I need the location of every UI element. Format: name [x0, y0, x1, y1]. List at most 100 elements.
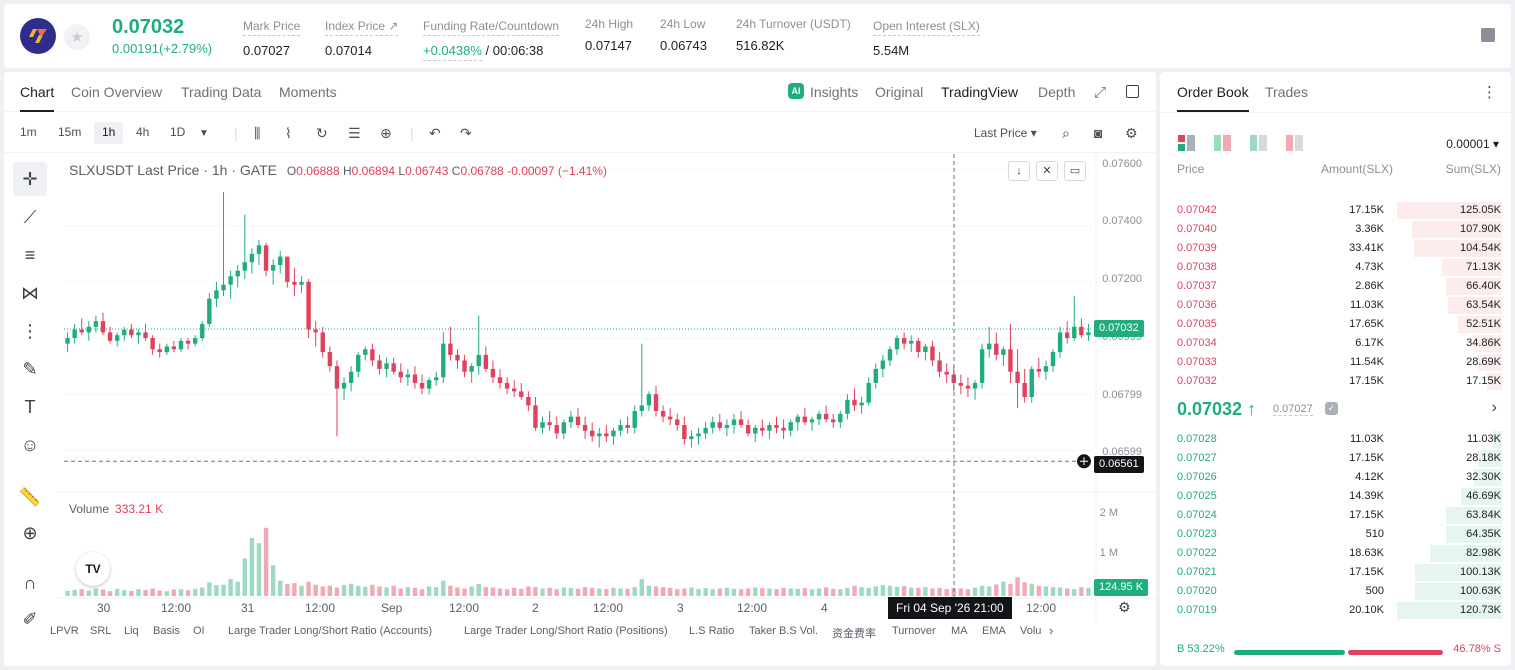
- collapse-icon[interactable]: ✕: [1036, 161, 1058, 181]
- axis-settings-icon[interactable]: ⚙: [1118, 599, 1131, 615]
- bid-row[interactable]: 0.07022 18.63K 82.98K: [1160, 544, 1511, 563]
- bid-row[interactable]: 0.07023 510 64.35K: [1160, 525, 1511, 544]
- replay-icon[interactable]: ↻: [316, 125, 328, 141]
- chevron-right-icon[interactable]: ›: [1049, 623, 1054, 638]
- tab-order-book[interactable]: Order Book: [1177, 84, 1249, 112]
- indicator-item[interactable]: EMA: [982, 625, 1006, 637]
- tab-moments[interactable]: Moments: [279, 84, 337, 100]
- tab-coin-overview[interactable]: Coin Overview: [71, 84, 163, 100]
- bid-row[interactable]: 0.07024 17.15K 63.84K: [1160, 506, 1511, 525]
- timeframe-1h[interactable]: 1h: [94, 122, 124, 144]
- candle-up: [724, 425, 730, 428]
- ask-row[interactable]: 0.07035 17.65K 52.51K: [1160, 315, 1511, 334]
- settings-gear-icon[interactable]: ⚙: [1125, 125, 1138, 141]
- chevron-right-icon[interactable]: ›: [1491, 399, 1497, 416]
- window-icon[interactable]: [1126, 85, 1139, 98]
- more-options-icon[interactable]: ⋮: [1482, 84, 1497, 101]
- ask-row[interactable]: 0.07042 17.15K 125.05K: [1160, 201, 1511, 220]
- candle-type-icon[interactable]: ⫼: [254, 125, 261, 141]
- favorite-star-icon[interactable]: ★: [64, 24, 90, 50]
- search-icon[interactable]: ⌕: [1062, 125, 1070, 141]
- fib-icon[interactable]: ≡: [24, 244, 36, 265]
- tab-trading-data[interactable]: Trading Data: [181, 84, 262, 100]
- tab-chart[interactable]: Chart: [20, 84, 55, 112]
- view-bids-icon[interactable]: [1250, 135, 1267, 151]
- book-icon[interactable]: [1481, 28, 1495, 42]
- indicator-item[interactable]: OI: [193, 625, 205, 637]
- tradingview-logo[interactable]: TV: [76, 552, 110, 586]
- bid-row[interactable]: 0.07028 11.03K 11.03K: [1160, 430, 1511, 449]
- volume-bar: [873, 586, 878, 596]
- bid-row[interactable]: 0.07019 20.10K 120.73K: [1160, 601, 1511, 620]
- index-price-stat[interactable]: Index Price ↗ 0.07014: [325, 17, 399, 58]
- bid-row[interactable]: 0.07025 14.39K 46.69K: [1160, 487, 1511, 506]
- emoji-icon[interactable]: ☺: [20, 434, 40, 455]
- pattern-icon[interactable]: ⋈: [21, 282, 39, 303]
- indicator-item[interactable]: Turnover: [892, 625, 936, 637]
- templates-icon[interactable]: ☰: [348, 125, 361, 141]
- timeframe-15m[interactable]: 15m: [58, 125, 82, 139]
- redo-icon[interactable]: ↷: [460, 125, 472, 141]
- volume-bar: [377, 586, 382, 596]
- tab-tradingview[interactable]: TradingView: [941, 84, 1019, 100]
- trend-line-icon[interactable]: ⟋: [23, 206, 37, 227]
- price-type-select[interactable]: Last Price ▾: [974, 126, 1037, 140]
- indicator-item[interactable]: LPVR: [50, 625, 79, 637]
- ask-row[interactable]: 0.07034 6.17K 34.86K: [1160, 334, 1511, 353]
- indicator-item[interactable]: SRL: [90, 625, 112, 637]
- timeframe-1d[interactable]: 1D: [170, 125, 186, 139]
- indicator-item[interactable]: Large Trader Long/Short Ratio (Positions…: [464, 625, 668, 637]
- bid-row[interactable]: 0.07020 500 100.63K: [1160, 582, 1511, 601]
- indicator-item[interactable]: Basis: [153, 625, 180, 637]
- zoom-in-icon[interactable]: ⊕: [22, 522, 38, 543]
- brush-icon[interactable]: ✎: [22, 358, 38, 379]
- row-sum: 107.90K: [1460, 223, 1501, 235]
- indicator-item[interactable]: Volu: [1020, 625, 1042, 637]
- candle-down: [483, 354, 489, 369]
- bid-row[interactable]: 0.07026 4.12K 32.30K: [1160, 468, 1511, 487]
- magnet-icon[interactable]: ∩: [23, 572, 37, 593]
- tab-trades[interactable]: Trades: [1265, 84, 1309, 100]
- view-buys-sells-icon[interactable]: [1214, 135, 1231, 151]
- crosshair-icon[interactable]: ✛: [13, 162, 47, 196]
- indicator-item[interactable]: L.S Ratio: [689, 625, 735, 637]
- ruler-icon[interactable]: 📏: [18, 486, 42, 507]
- candle-up: [341, 382, 347, 389]
- timeframe-4h[interactable]: 4h: [136, 125, 150, 139]
- indicator-item[interactable]: Taker B.S Vol.: [749, 625, 819, 637]
- ask-row[interactable]: 0.07039 33.41K 104.54K: [1160, 239, 1511, 258]
- depth-bar: [1448, 297, 1502, 314]
- view-both-icon[interactable]: [1178, 135, 1195, 151]
- indicator-item[interactable]: Liq: [124, 625, 139, 637]
- ask-row[interactable]: 0.07037 2.86K 66.40K: [1160, 277, 1511, 296]
- row-amount: 17.15K: [1349, 509, 1384, 521]
- undo-icon[interactable]: ↶: [429, 125, 441, 141]
- ask-row[interactable]: 0.07040 3.36K 107.90K: [1160, 220, 1511, 239]
- indicator-item[interactable]: Large Trader Long/Short Ratio (Accounts): [228, 625, 433, 637]
- timeframe-dropdown-icon[interactable]: ▼: [199, 128, 209, 139]
- view-asks-icon[interactable]: [1286, 135, 1303, 151]
- expand-icon[interactable]: ⤢: [1094, 84, 1107, 101]
- bid-row[interactable]: 0.07027 17.15K 28.18K: [1160, 449, 1511, 468]
- ask-row[interactable]: 0.07036 11.03K 63.54K: [1160, 296, 1511, 315]
- tab-original[interactable]: Original: [875, 84, 924, 100]
- add-alert-icon[interactable]: ⊕: [380, 125, 392, 141]
- timeframe-1m[interactable]: 1m: [20, 125, 37, 139]
- price-chart[interactable]: [56, 154, 1156, 624]
- bid-row[interactable]: 0.07021 17.15K 100.13K: [1160, 563, 1511, 582]
- scroll-down-icon[interactable]: ↓: [1008, 161, 1030, 181]
- camera-icon[interactable]: ◙: [1094, 125, 1103, 141]
- indicator-item[interactable]: 资金费率: [832, 628, 876, 640]
- maximize-icon[interactable]: ▭: [1064, 161, 1086, 181]
- precision-select[interactable]: 0.00001 ▾: [1446, 137, 1499, 151]
- ask-row[interactable]: 0.07032 17.15K 17.15K: [1160, 372, 1511, 391]
- prediction-icon[interactable]: ⋮: [21, 320, 39, 341]
- lock-drawing-icon[interactable]: ✐: [22, 608, 38, 629]
- tab-insights[interactable]: Insights: [810, 84, 859, 100]
- ask-row[interactable]: 0.07038 4.73K 71.13K: [1160, 258, 1511, 277]
- indicator-item[interactable]: MA: [951, 625, 968, 637]
- ask-row[interactable]: 0.07033 11.54K 28.69K: [1160, 353, 1511, 372]
- text-icon[interactable]: T: [24, 396, 36, 417]
- tab-depth[interactable]: Depth: [1038, 84, 1076, 100]
- indicators-icon[interactable]: ⌇: [285, 125, 292, 141]
